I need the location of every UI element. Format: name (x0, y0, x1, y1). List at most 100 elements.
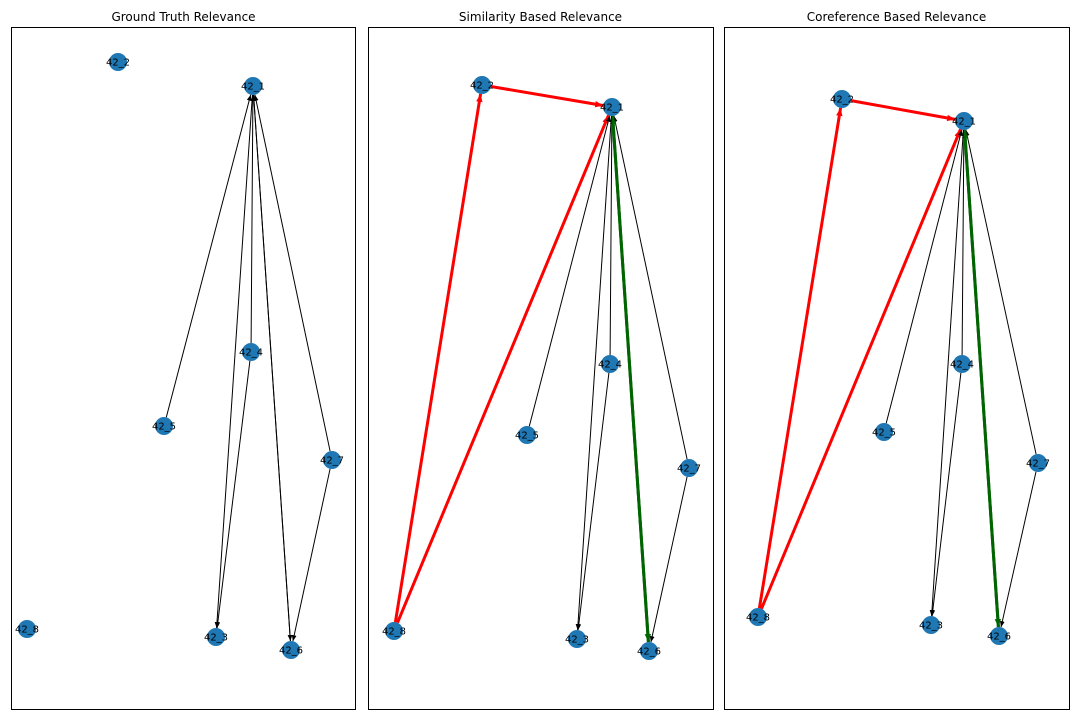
edge-42-1-to-42-3 (214, 94, 253, 629)
node-label: 42_4 (950, 360, 974, 371)
edge-42-8-to-42-2 (393, 93, 483, 623)
edge-layer (393, 85, 688, 643)
node-label: 42_1 (241, 82, 265, 93)
node-marker (990, 627, 1008, 645)
node-42-1: 42_1 (952, 112, 976, 130)
node-42-8: 42_8 (746, 608, 770, 626)
node-marker (109, 53, 127, 71)
node-marker (323, 451, 341, 469)
node-marker (155, 417, 173, 435)
node-42-7: 42_7 (1026, 454, 1050, 472)
node-marker (244, 77, 262, 95)
node-42-6: 42_6 (987, 627, 1011, 645)
edge-42-4-to-42-3 (576, 372, 610, 631)
node-42-8: 42_8 (382, 622, 406, 640)
node-label: 42_4 (598, 360, 622, 371)
panel-frame-similarity (368, 27, 714, 710)
node-42-1: 42_1 (600, 98, 624, 116)
node-label: 42_6 (987, 632, 1011, 643)
node-label: 42_6 (637, 647, 661, 658)
node-marker (207, 628, 225, 646)
node-42-1: 42_1 (241, 77, 265, 95)
node-layer: 42_1 42_2 42_3 42_4 42_5 42_6 42_7 42_8 (746, 90, 1050, 645)
node-42-2: 42_2 (470, 76, 494, 94)
node-label: 42_3 (919, 621, 943, 632)
node-layer: 42_1 42_2 42_3 42_4 42_5 42_6 42_7 42_8 (382, 76, 701, 660)
node-marker (953, 355, 971, 373)
edge-42-7-to-42-6 (999, 471, 1037, 628)
edge-layer (165, 94, 331, 642)
panel-similarity: Similarity Based Relevance 42_142_242_34… (368, 10, 714, 710)
node-label: 42_2 (470, 81, 494, 92)
edge-42-7-to-42-1 (964, 129, 1037, 455)
node-label: 42_5 (515, 431, 539, 442)
edge-42-7-to-42-1 (253, 94, 331, 452)
node-label: 42_2 (830, 95, 854, 106)
node-label: 42_8 (15, 625, 39, 636)
panel-frame-coreference (724, 27, 1070, 710)
panel-frame-ground-truth (11, 27, 356, 710)
node-label: 42_7 (320, 456, 344, 467)
edge-42-1-to-42-3 (929, 129, 964, 617)
edge-42-8-to-42-2 (757, 107, 843, 609)
node-marker (282, 641, 300, 659)
edge-42-1-to-42-3 (575, 115, 612, 631)
node-marker (1029, 454, 1047, 472)
edge-layer (757, 99, 1037, 628)
node-marker (242, 343, 260, 361)
node-label: 42_2 (106, 58, 130, 69)
node-42-6: 42_6 (279, 641, 303, 659)
node-label: 42_5 (872, 428, 896, 439)
node-marker (680, 459, 698, 477)
node-marker (749, 608, 767, 626)
node-42-3: 42_3 (919, 616, 943, 634)
edge-42-5-to-42-1 (885, 129, 963, 424)
panel-coreference: Coreference Based Relevance 42_1 42_2 42_3… (724, 10, 1070, 710)
node-42-8: 42_8 (15, 620, 39, 638)
node-marker (18, 620, 36, 638)
node-42-3: 42_3 (204, 628, 228, 646)
panel-ground-truth: Ground Truth Relevance 42_142_242_342_44… (11, 10, 356, 710)
edge-42-7-to-42-6 (291, 468, 331, 642)
edge-42-8-to-42-1 (396, 114, 610, 624)
edge-42-1-to-42-6 (611, 115, 652, 643)
node-marker (922, 616, 940, 634)
edge-42-4-to-42-3 (930, 372, 962, 617)
node-label: 42_7 (1026, 459, 1050, 470)
edge-42-1-to-42-6 (253, 94, 293, 642)
edge-42-5-to-42-1 (165, 94, 252, 418)
edge-42-4-to-42-1 (609, 115, 615, 356)
node-label: 42_5 (152, 422, 176, 433)
edge-42-7-to-42-1 (612, 115, 688, 460)
edge-42-7-to-42-6 (649, 476, 688, 643)
edge-42-4-to-42-1 (250, 94, 256, 344)
node-42-6: 42_6 (637, 642, 661, 660)
node-marker (875, 423, 893, 441)
node-42-2: 42_2 (106, 53, 130, 71)
node-marker (568, 630, 586, 648)
edge-42-2-to-42-1 (490, 85, 604, 108)
node-marker (640, 642, 658, 660)
node-label: 42_4 (239, 348, 263, 359)
node-label: 42_6 (279, 646, 303, 657)
node-marker (385, 622, 403, 640)
node-label: 42_1 (600, 103, 624, 114)
node-label: 42_8 (746, 613, 770, 624)
node-42-2: 42_2 (830, 90, 854, 108)
node-42-7: 42_7 (320, 451, 344, 469)
node-42-5: 42_5 (515, 426, 539, 444)
node-marker (603, 98, 621, 116)
node-label: 42_1 (952, 117, 976, 128)
node-label: 42_3 (204, 633, 228, 644)
node-label: 42_8 (382, 627, 406, 638)
node-42-4: 42_4 (239, 343, 263, 361)
edge-42-8-to-42-1 (760, 128, 962, 610)
node-42-5: 42_5 (872, 423, 896, 441)
node-marker (518, 426, 536, 444)
node-marker (833, 90, 851, 108)
edge-42-4-to-42-3 (215, 360, 251, 629)
edge-42-4-to-42-1 (961, 129, 967, 356)
node-marker (473, 76, 491, 94)
node-label: 42_7 (677, 464, 701, 475)
